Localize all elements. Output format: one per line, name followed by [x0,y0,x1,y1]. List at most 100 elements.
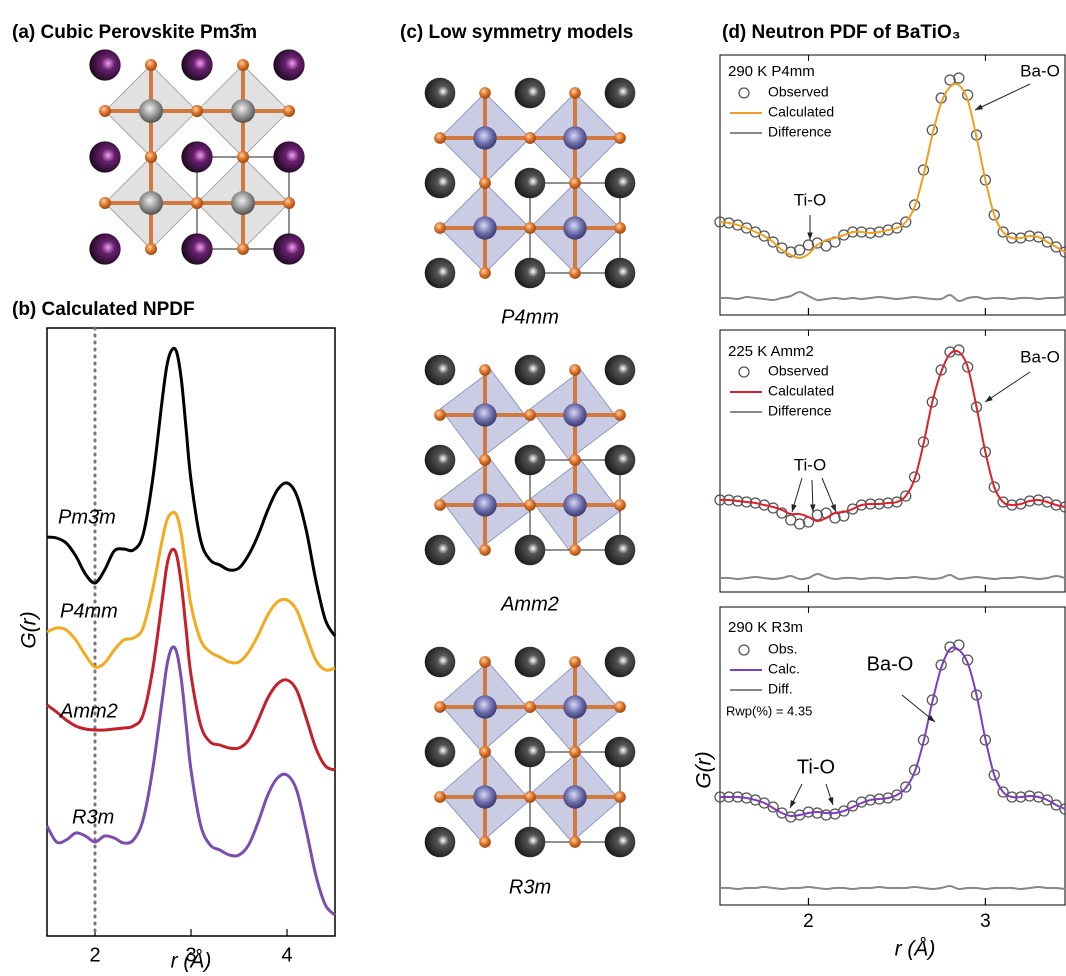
a-site-atom [425,535,456,566]
oxygen-atom [99,105,111,117]
a-site-atom [425,258,456,289]
legend-label: Diff. [768,681,793,697]
panel-title: (d) Neutron PDF of BaTiO₃ [722,22,961,43]
b-site-atom [563,695,586,718]
legend-label: Difference [768,403,832,419]
oxygen-atom [524,791,536,803]
oxygen-atom [614,409,626,421]
figure: (a) Cubic Perovskite Pm3̄m (c) Low symme… [0,0,1066,976]
oxygen-atom [434,409,446,421]
a-site-atom [425,647,456,678]
oxygen-atom [479,87,491,99]
a-site-atom [273,141,304,172]
b-site-atom [231,99,255,123]
a-site-atom [425,168,456,199]
oxygen-atom [145,151,157,163]
x-axis-label: r (Å) [171,950,212,973]
oxygen-atom [614,791,626,803]
a-site-atom [515,827,546,858]
oxygen-atom [191,197,203,209]
series-label: Pm3̄m [58,506,116,528]
y-axis-label: G(r) [18,611,41,648]
x-tick-label: 2 [803,911,814,932]
model-label: Amm2 [500,593,559,615]
a-site-atom [605,535,636,566]
panel-c-title: (c) Low symmetry models [400,22,633,43]
oxygen-atom [569,746,581,758]
a-site-atom [605,827,636,858]
x-tick-label: 4 [281,944,292,966]
oxygen-atom [99,197,111,209]
oxygen-atom [479,454,491,466]
model-label: P4mm [501,306,559,328]
y-axis-label: G(r) [693,751,716,788]
oxygen-atom [479,364,491,376]
oxygen-atom [479,544,491,556]
x-tick-label: 2 [89,944,100,966]
panel-a-title: (a) Cubic Perovskite Pm3̄m [12,22,257,43]
a-site-atom [425,737,456,768]
legend-label: Calc. [768,661,800,677]
a-site-atom [273,49,304,80]
oxygen-atom [237,151,249,163]
a-site-atom [89,141,120,172]
a-site-atom [515,535,546,566]
oxygen-atom [434,132,446,144]
oxygen-atom [283,105,295,117]
panel-subtitle: 225 K Amm2 [728,343,814,360]
panel-subtitle: 290 K R3m [728,619,803,636]
annotation: Rwp(%) = 4.35 [726,703,812,718]
series-label: P4mm [60,600,118,622]
b-site-atom [139,191,163,215]
a-site-atom [515,647,546,678]
a-site-atom [605,445,636,476]
oxygen-atom [434,499,446,511]
b-site-atom [563,216,586,239]
oxygen-atom [434,701,446,713]
legend-label: Observed [768,84,829,100]
oxygen-atom [569,836,581,848]
oxygen-atom [524,132,536,144]
a-site-atom [515,737,546,768]
a-site-atom [515,78,546,109]
a-site-atom [89,49,120,80]
a-site-atom [605,737,636,768]
legend-label: Observed [768,363,829,379]
b-site-atom [139,99,163,123]
oxygen-atom [191,105,203,117]
legend-label: Calculated [768,104,834,120]
legend-label: Calculated [768,383,834,399]
a-site-atom [605,78,636,109]
annotation: Ti-O [797,756,835,778]
oxygen-atom [614,132,626,144]
oxygen-atom [145,59,157,71]
oxygen-atom [569,656,581,668]
annotation: Ti-O [794,190,826,209]
oxygen-atom [237,59,249,71]
a-site-atom [605,168,636,199]
oxygen-atom [569,177,581,189]
series-label: R3m [72,806,114,828]
b-site-atom [473,785,496,808]
a-site-atom [515,258,546,289]
oxygen-atom [479,267,491,279]
oxygen-atom [524,409,536,421]
oxygen-atom [569,544,581,556]
x-tick-label: 3 [980,911,991,932]
annotation: Ti-O [794,455,826,474]
annotation: Ba-O [1020,61,1060,80]
oxygen-atom [479,836,491,848]
a-site-atom [605,647,636,678]
a-site-atom [425,827,456,858]
panel-subtitle: 290 K P4mm [728,63,815,80]
a-site-atom [605,355,636,386]
b-site-atom [563,403,586,426]
b-site-atom [563,493,586,516]
a-site-atom [425,78,456,109]
oxygen-atom [569,364,581,376]
x-axis-label: r (Å) [895,938,936,961]
oxygen-atom [434,222,446,234]
oxygen-atom [524,222,536,234]
b-site-atom [473,493,496,516]
b-site-atom [563,126,586,149]
